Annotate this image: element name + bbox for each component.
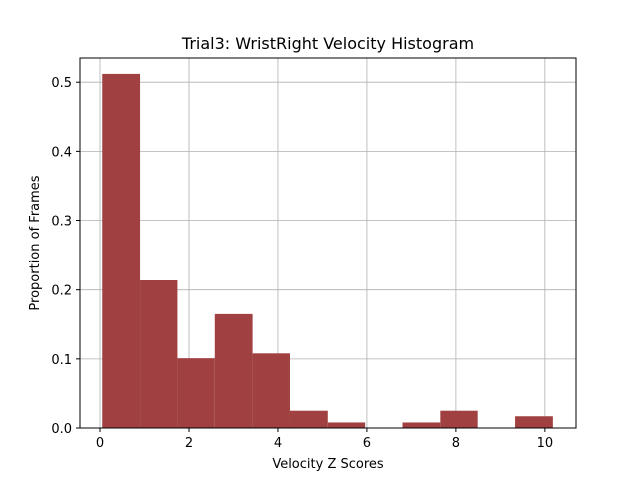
x-tick-label: 10 (537, 436, 554, 451)
histogram-bar (515, 416, 553, 428)
plot-frame (79, 57, 577, 429)
y-tick-label: 0.5 (51, 76, 72, 91)
y-tick-label: 0.3 (51, 215, 72, 230)
y-tick-label: 0.1 (51, 353, 72, 368)
histogram-bar (440, 410, 478, 428)
y-axis-label: Proportion of Frames (28, 175, 43, 310)
y-tick-label: 0.4 (51, 145, 72, 160)
histogram-bar (140, 280, 178, 428)
x-axis-ticks: 0 2 4 6 8 10 (96, 428, 553, 451)
x-tick-label: 0 (96, 436, 104, 451)
histogram-bar (177, 358, 215, 428)
x-tick-label: 2 (185, 436, 193, 451)
histogram-bar (102, 73, 141, 428)
histogram-bar (402, 422, 441, 428)
y-tick-label: 0.2 (51, 284, 72, 299)
y-tick-label: 0.0 (51, 422, 72, 437)
histogram-bar (327, 422, 366, 428)
histogram-bar (252, 353, 290, 428)
y-axis-ticks: 0.0 0.1 0.2 0.3 0.4 0.5 (51, 76, 80, 437)
chart-title: Trial3: WristRight Velocity Histogram (181, 34, 474, 53)
x-tick-label: 8 (452, 436, 460, 451)
histogram-bar (214, 313, 253, 428)
bars (102, 73, 553, 428)
histogram-bar (289, 410, 328, 428)
x-tick-label: 6 (363, 436, 371, 451)
x-tick-label: 4 (274, 436, 282, 451)
x-axis-label: Velocity Z Scores (272, 457, 384, 472)
